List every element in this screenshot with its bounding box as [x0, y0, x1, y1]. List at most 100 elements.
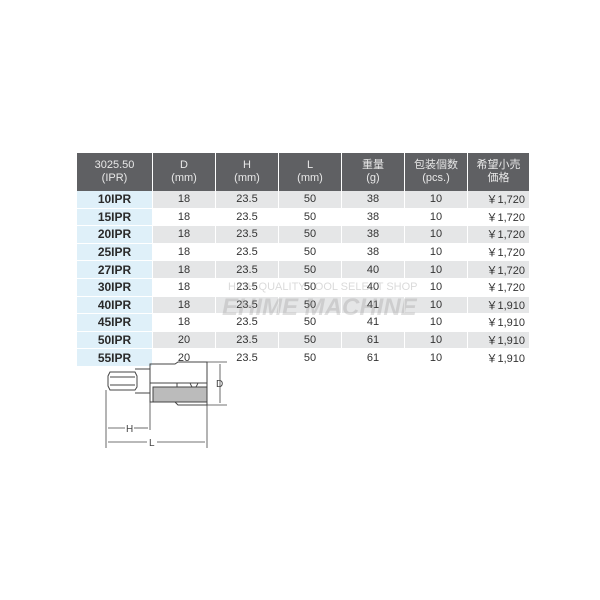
- table-cell: ￥1,910: [468, 331, 529, 350]
- model-cell: 40IPR: [77, 296, 153, 315]
- table-cell: 10: [405, 349, 468, 367]
- column-header-line: 3025.50: [94, 159, 135, 171]
- column-header: 3025.50 (IPR): [77, 153, 153, 191]
- table-cell: 18: [153, 296, 216, 315]
- table-cell: 10: [405, 261, 468, 279]
- column-header-line: (pcs.): [422, 172, 450, 184]
- table-row: 15IPR 18 23.5 50 38 10 ￥1,720: [77, 208, 529, 227]
- table-cell: 50: [279, 331, 342, 350]
- table-cell: ￥1,720: [468, 244, 529, 262]
- table-cell: 50: [279, 243, 342, 262]
- table-cell: 10: [405, 243, 468, 262]
- table-cell: 18: [153, 261, 216, 279]
- table-cell: 10: [405, 314, 468, 332]
- table-cell: 40: [342, 261, 405, 279]
- table-cell: 50: [279, 226, 342, 244]
- table-cell: ￥1,720: [468, 279, 529, 297]
- table-row: 27IPR 18 23.5 50 40 10 ￥1,720: [77, 261, 529, 279]
- table-cell: 23.5: [216, 296, 279, 315]
- table-cell: 18: [153, 208, 216, 227]
- table-cell: 23.5: [216, 191, 279, 209]
- watermark-tagline: HIGH QUALITY TOOL SELECT SHOP: [228, 281, 418, 293]
- model-cell: 27IPR: [77, 261, 153, 279]
- dimension-lines: [105, 361, 227, 448]
- table-cell: 50: [279, 314, 342, 332]
- model-cell: 15IPR: [77, 208, 153, 227]
- table-row: 20IPR 18 23.5 50 38 10 ￥1,720: [77, 226, 529, 244]
- table-cell: 50: [279, 349, 342, 367]
- table-cell: 38: [342, 191, 405, 209]
- column-header-line: L: [306, 159, 314, 171]
- label-l: L: [149, 438, 155, 449]
- header-row: 3025.50 (IPR) D (mm) H (mm) L (mm) 重量 (g) 包装個数 (pcs…: [77, 153, 529, 191]
- table-cell: 41: [342, 314, 405, 332]
- table-cell: 18: [153, 278, 216, 297]
- column-header-line: H: [243, 159, 251, 171]
- table-cell: 20: [153, 331, 216, 350]
- table-cell: 50: [279, 296, 342, 315]
- column-header-line: D: [180, 159, 188, 171]
- column-header-line: 価格: [487, 172, 510, 184]
- model-cell: 10IPR: [77, 191, 153, 209]
- spec-table: 3025.50 (IPR) D (mm) H (mm) L (mm) 重量 (g) 包装個数 (pcs…: [77, 153, 529, 367]
- column-header: 包装個数 (pcs.): [405, 153, 468, 191]
- table-cell: 10: [405, 208, 468, 227]
- table-cell: 23.5: [216, 349, 279, 367]
- table-cell: 61: [342, 331, 405, 350]
- table-cell: 23.5: [216, 314, 279, 332]
- column-header: 重量 (g): [342, 153, 405, 191]
- table-cell: 40: [342, 278, 405, 297]
- socket-dimension-drawing: D H L: [105, 361, 227, 449]
- table-cell: ￥1,720: [468, 226, 529, 244]
- column-header-line: 希望小売: [476, 159, 521, 171]
- table-cell: 18: [153, 314, 216, 332]
- label-h: H: [126, 424, 133, 435]
- model-cell: 25IPR: [77, 243, 153, 262]
- table-cell: ￥1,910: [468, 296, 529, 315]
- column-header-line: (mm): [234, 172, 260, 184]
- model-cell: 20IPR: [77, 226, 153, 244]
- table-row: 50IPR 20 23.5 50 61 10 ￥1,910: [77, 331, 529, 350]
- table-cell: 23.5: [216, 208, 279, 227]
- table-row: 40IPR 18 23.5 50 41 10 ￥1,910: [77, 296, 529, 315]
- table-cell: 18: [153, 243, 216, 262]
- table-cell: 23.5: [216, 331, 279, 350]
- column-header-line: 重量: [362, 159, 384, 171]
- table-cell: 50: [279, 278, 342, 297]
- table-cell: 23.5: [216, 261, 279, 279]
- torx-bit: [107, 368, 151, 394]
- table-cell: ￥1,910: [468, 349, 529, 367]
- column-header-line: 包装個数: [414, 159, 458, 171]
- table-cell: 10: [405, 226, 468, 244]
- table-cell: 23.5: [216, 278, 279, 297]
- socket-body: [149, 361, 208, 406]
- table-cell: 61: [342, 349, 405, 367]
- table-cell: 20: [153, 349, 216, 367]
- table-cell: 10: [405, 278, 468, 297]
- watermark-logo: EHIME MACHINE: [222, 294, 417, 321]
- column-header-line: (mm): [171, 172, 197, 184]
- table-row: 55IPR 20 23.5 50 61 10 ￥1,910: [77, 349, 529, 367]
- table-cell: ￥1,720: [468, 191, 529, 209]
- column-header: H (mm): [216, 153, 279, 191]
- table-row: 45IPR 18 23.5 50 41 10 ￥1,910: [77, 314, 529, 332]
- table-row: 25IPR 18 23.5 50 38 10 ￥1,720: [77, 243, 529, 262]
- table-cell: 10: [405, 191, 468, 209]
- table-cell: ￥1,910: [468, 314, 529, 332]
- table-cell: 23.5: [216, 226, 279, 244]
- table-row: 30IPR 18 23.5 50 40 10 ￥1,720: [77, 278, 529, 297]
- model-cell: 55IPR: [77, 349, 153, 367]
- label-d: D: [216, 379, 223, 390]
- model-cell: 45IPR: [77, 314, 153, 332]
- table-cell: ￥1,720: [468, 261, 529, 279]
- column-header: 希望小売 価格: [468, 153, 529, 191]
- table-cell: 38: [342, 226, 405, 244]
- column-header: D (mm): [153, 153, 216, 191]
- table-cell: 18: [153, 191, 216, 209]
- table-cell: 10: [405, 331, 468, 350]
- table-cell: 50: [279, 261, 342, 279]
- table-cell: 10: [405, 296, 468, 315]
- model-cell: 50IPR: [77, 331, 153, 350]
- table-cell: 38: [342, 208, 405, 227]
- table-cell: 18: [153, 226, 216, 244]
